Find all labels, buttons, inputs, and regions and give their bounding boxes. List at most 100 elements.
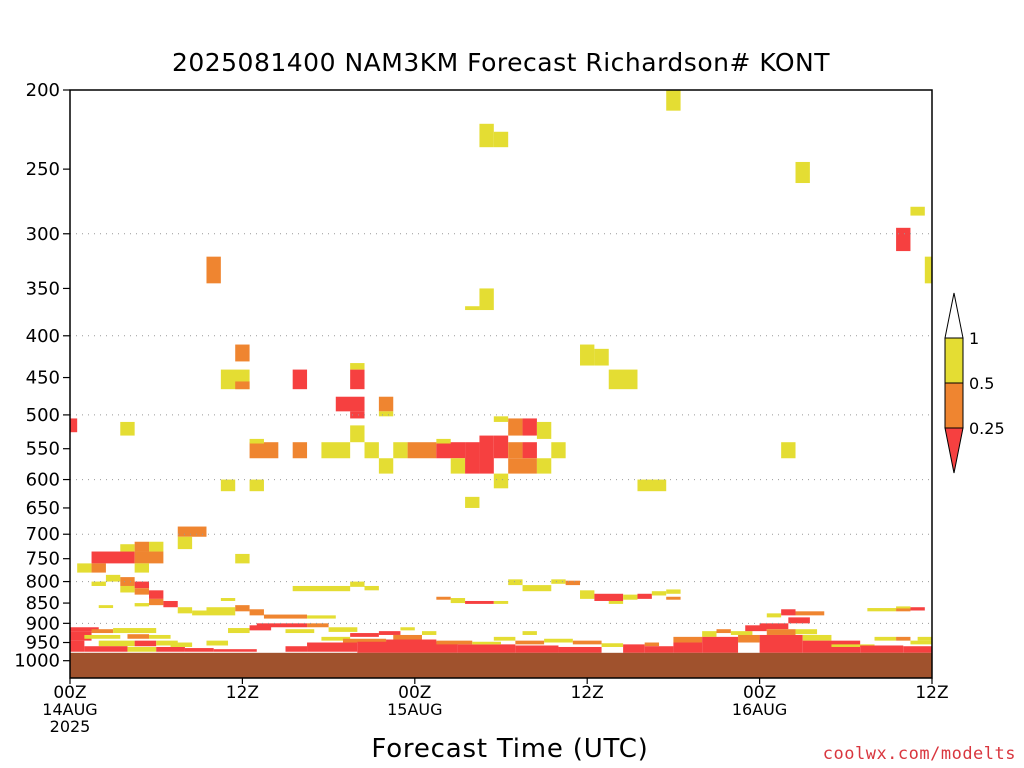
y-tick-label: 450 — [26, 368, 60, 389]
heatmap-cell — [127, 646, 157, 652]
heatmap-cell — [623, 594, 638, 600]
heatmap-cell — [759, 634, 803, 653]
heatmap-cell — [766, 629, 796, 635]
heatmap-cell — [508, 579, 523, 586]
heatmap-cell — [113, 628, 157, 634]
x-tick-label: 00Z — [743, 683, 776, 703]
y-tick-label: 200 — [26, 80, 60, 101]
heatmap-cell — [378, 411, 394, 417]
heatmap-cell — [702, 631, 717, 637]
chart-title: 2025081400 NAM3KM Forecast Richardson# K… — [171, 48, 831, 77]
colorbar-label: 0.25 — [969, 419, 1005, 438]
heatmap-cell — [759, 623, 789, 630]
heatmap-cell — [120, 585, 135, 593]
heatmap-cell — [436, 438, 451, 444]
heatmap-cell — [407, 442, 437, 459]
heatmap-cell — [544, 638, 573, 643]
y-tick-label: 600 — [26, 470, 60, 491]
heatmap-cell — [788, 617, 810, 624]
heatmap-cell — [479, 288, 494, 311]
heatmap-cell — [177, 526, 207, 537]
heatmap-cell — [235, 344, 250, 362]
heatmap-cell — [292, 585, 351, 592]
heatmap-cell — [91, 551, 135, 564]
heatmap-cell — [213, 649, 257, 652]
heatmap-cell — [84, 634, 121, 639]
surface-band — [70, 652, 932, 678]
heatmap-cell — [120, 577, 135, 586]
gridlines — [70, 233, 932, 624]
y-tick-label: 950 — [26, 633, 60, 654]
heatmap-cell — [77, 563, 92, 573]
heatmap-cell — [285, 629, 315, 634]
heatmap-cell — [666, 90, 681, 111]
heatmap-cell — [134, 563, 150, 573]
heatmap-cell — [745, 625, 767, 632]
heatmap-cell — [364, 585, 379, 591]
heatmap-cell — [249, 625, 272, 631]
heatmap-cell — [651, 591, 667, 596]
y-tick-label: 500 — [26, 405, 60, 426]
heatmap-cell — [105, 574, 121, 582]
y-tick-label: 400 — [26, 326, 60, 347]
heatmap-cell — [673, 636, 703, 643]
y-tick-label: 850 — [26, 593, 60, 614]
heatmap-cell — [781, 442, 796, 459]
heatmap-cell — [307, 642, 358, 652]
heatmap-cell — [903, 646, 932, 653]
heatmap-cell — [357, 641, 458, 653]
heatmap-cell — [558, 646, 602, 653]
heatmap-cell — [896, 608, 911, 612]
x-axis-label: Forecast Time (UTC) — [371, 734, 649, 764]
heatmap-cell — [350, 633, 379, 637]
x-tick-label: 15AUG — [387, 700, 442, 719]
heatmap-cell — [91, 563, 106, 573]
heatmap-cell — [450, 458, 466, 474]
y-tick-label: 250 — [26, 159, 60, 180]
heatmap-cell — [393, 442, 408, 459]
y-tick-label: 650 — [26, 498, 60, 519]
heatmap-cell — [321, 636, 351, 641]
heatmap-cell — [321, 442, 351, 459]
heatmap-cell — [134, 603, 150, 607]
heatmap-cell — [350, 411, 365, 419]
heatmap-cell — [874, 636, 897, 641]
heatmap-cell — [508, 418, 523, 436]
heatmap-cell — [134, 541, 150, 552]
heatmap-cell — [860, 645, 904, 653]
heatmap-cell — [924, 256, 932, 284]
plot-frame — [69, 89, 933, 679]
y-tick-label: 800 — [26, 572, 60, 593]
heatmap-cell — [536, 421, 552, 439]
heatmap-cell — [450, 598, 466, 604]
heatmap-cell — [235, 605, 250, 612]
colorbar: 1 0.5 0.25 — [944, 292, 1005, 474]
heatmap-cell — [551, 579, 566, 584]
heatmap-cell — [730, 631, 753, 635]
heatmap-cell — [134, 551, 164, 564]
heatmap-cell — [342, 638, 387, 643]
heatmap-cell — [673, 642, 703, 653]
heatmap-cell — [580, 344, 595, 366]
heatmap-cell — [867, 608, 897, 612]
heatmap-cell — [522, 585, 552, 592]
heatmap-cell — [149, 590, 164, 599]
heatmap-cell — [400, 627, 415, 631]
heatmap-cell — [565, 580, 581, 586]
heatmap-cell — [263, 614, 308, 619]
plot-border — [69, 89, 933, 679]
y-tick-label: 350 — [26, 278, 60, 299]
heatmap-cell — [70, 418, 78, 433]
heatmap-cell — [350, 425, 365, 443]
colorbar-bottom-triangle — [944, 427, 964, 474]
heatmap-cell — [421, 631, 437, 635]
heatmap-cell — [666, 589, 681, 594]
heatmap-cell — [350, 581, 365, 587]
heatmap-cell — [594, 348, 609, 366]
heatmap-cell — [206, 640, 229, 646]
heatmap-cell — [479, 123, 494, 148]
heatmap-cell — [637, 593, 652, 599]
x-tick-label: 2025 — [50, 717, 91, 736]
heatmap-cell — [177, 607, 193, 614]
